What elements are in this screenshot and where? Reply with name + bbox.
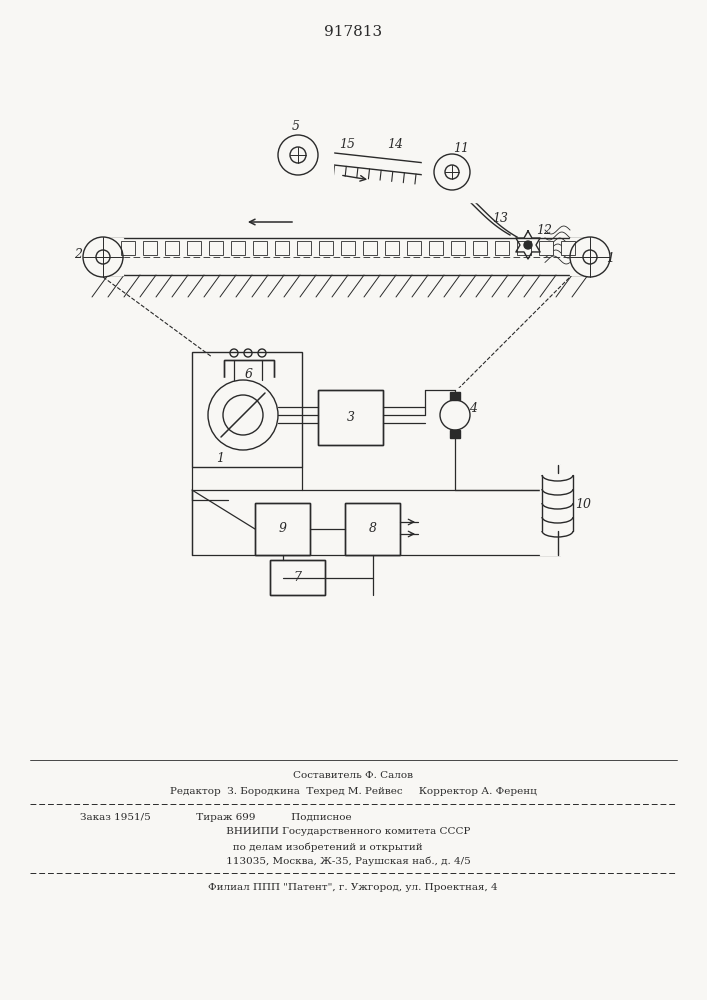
Bar	[473, 241, 487, 255]
Text: Филиал ППП "Патент", г. Ужгород, ул. Проектная, 4: Филиал ППП "Патент", г. Ужгород, ул. Про…	[208, 884, 498, 892]
Bar	[345, 503, 400, 555]
Bar	[192, 352, 302, 467]
Text: 5: 5	[292, 120, 300, 133]
Text: Составитель Ф. Салов: Составитель Ф. Салов	[293, 770, 413, 780]
Bar	[570, 238, 610, 275]
Bar	[438, 388, 472, 442]
Text: 3: 3	[346, 411, 354, 424]
Text: 8: 8	[368, 522, 377, 536]
Bar	[270, 560, 325, 595]
Bar	[165, 241, 179, 255]
Bar	[319, 241, 333, 255]
Text: 14: 14	[387, 138, 403, 151]
Text: 10: 10	[575, 498, 591, 512]
Bar	[385, 241, 399, 255]
Bar	[429, 241, 443, 255]
Bar	[224, 360, 274, 388]
Circle shape	[524, 241, 532, 249]
Text: 4: 4	[469, 401, 477, 414]
Bar	[318, 390, 383, 445]
Bar	[539, 241, 553, 255]
Bar	[263, 120, 333, 190]
Bar	[341, 241, 355, 255]
Bar	[345, 503, 400, 555]
Bar	[363, 241, 377, 255]
Bar	[450, 430, 460, 438]
Text: 12: 12	[536, 224, 552, 236]
Text: 11: 11	[453, 141, 469, 154]
Text: 917813: 917813	[324, 25, 382, 39]
Bar	[224, 360, 274, 388]
Bar	[275, 241, 289, 255]
Bar	[270, 560, 325, 595]
Bar	[517, 241, 531, 255]
Text: 15: 15	[339, 138, 355, 151]
Bar	[83, 238, 123, 275]
Text: Заказ 1951/5              Тираж 699           Подписное: Заказ 1951/5 Тираж 699 Подписное	[80, 812, 351, 822]
Text: по делам изобретений и открытий: по делам изобретений и открытий	[210, 842, 423, 852]
Bar	[121, 241, 135, 255]
Bar	[255, 503, 310, 555]
Bar	[495, 241, 509, 255]
Text: 13: 13	[492, 212, 508, 225]
Bar	[451, 241, 465, 255]
Bar	[407, 241, 421, 255]
Bar	[297, 241, 311, 255]
Text: Редактор  З. Бородкина  Техред М. Рейвес     Корректор А. Ференц: Редактор З. Бородкина Техред М. Рейвес К…	[170, 788, 537, 796]
Text: 6: 6	[245, 367, 253, 380]
Text: 1: 1	[606, 251, 614, 264]
Bar	[450, 392, 460, 400]
Text: 1: 1	[216, 452, 224, 464]
Bar	[255, 503, 310, 555]
Text: 2: 2	[74, 248, 82, 261]
Text: 9: 9	[279, 522, 286, 536]
Bar	[561, 241, 575, 255]
Text: 7: 7	[293, 571, 301, 584]
Bar	[422, 142, 482, 202]
Bar	[143, 241, 157, 255]
Bar	[231, 241, 245, 255]
Bar	[540, 465, 575, 555]
Text: ВНИИПИ Государственного комитета СССР: ВНИИПИ Государственного комитета СССР	[210, 828, 470, 836]
Bar	[206, 378, 280, 452]
Bar	[318, 390, 383, 445]
Bar	[209, 241, 223, 255]
Bar	[253, 241, 267, 255]
Bar	[187, 241, 201, 255]
Text: 113035, Москва, Ж-35, Раушская наб., д. 4/5: 113035, Москва, Ж-35, Раушская наб., д. …	[210, 856, 471, 866]
